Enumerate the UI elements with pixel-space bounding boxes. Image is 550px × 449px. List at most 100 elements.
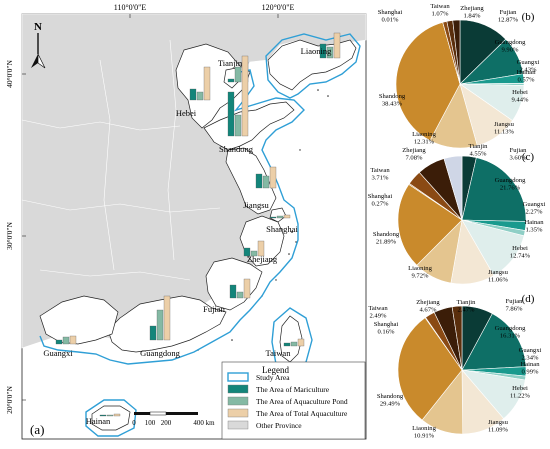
bar-zhejiang-pond [250, 250, 258, 257]
pie-slice-tianjin [451, 305, 463, 371]
pie-chart-3: (d)Fujian 7.86% Guangdong 16.31% Guangxi 2.34… [368, 293, 541, 439]
pie-slice-shandong [397, 183, 463, 266]
bar-hainan-pond [106, 414, 114, 417]
pie-label-guangdong: Guangdong 16.31% [495, 325, 526, 339]
panel-label-a: (a) [30, 422, 44, 437]
province-boundaries [21, 39, 221, 281]
province-label-hebei: Hebei [176, 108, 197, 118]
province-label-tianjin: Tianjin [218, 58, 243, 68]
bars-hebei [189, 66, 211, 101]
province-label-liaoning: Liaoning [301, 46, 332, 56]
bar-fujian-mariculture [229, 284, 237, 299]
province-label-shanghai: Shanghai [266, 224, 298, 234]
map-panel: N 110°0'0"E 120°0'0"E 40°0'0"N 30°0'0"N … [5, 3, 367, 440]
legend-label-total: The Area of Total Aquaculture [256, 409, 348, 418]
pie-slice-shandong [395, 22, 461, 141]
bar-shandong-mariculture [227, 91, 235, 137]
province-label-hainan: Hainan [86, 416, 111, 426]
bar-tianjin-pond [234, 66, 242, 83]
bar-shanghai-mariculture [269, 216, 277, 219]
province-label-guangxi: Guangxi [43, 348, 73, 358]
pie-label-tianjin: Tianjin 2.47% [457, 299, 477, 313]
jiangsu-shape [225, 147, 277, 215]
graticule-ticks [22, 14, 279, 401]
pie-label-fujian: Fujian 3.60% [509, 147, 527, 161]
bar-shanghai-total [283, 214, 291, 219]
bar-guangdong-total [163, 295, 171, 341]
bars-zhejiang [243, 240, 265, 257]
province-label-jiangsu: Jiangsu [243, 200, 269, 210]
north-label: N [34, 21, 42, 33]
pie-label-jiangsu: Jiangsu 11.09% [488, 419, 509, 433]
bar-hebei-total [203, 66, 211, 101]
bar-taiwan-total [297, 338, 305, 347]
pie-label-hainan: Hainan 0.57% [516, 69, 536, 83]
pie-slice-shandong [397, 317, 463, 421]
pie-label-guangxi: Guangxi 2.34% [519, 347, 542, 361]
province-label-taiwan: Taiwan [266, 348, 292, 358]
bar-guangdong-pond [156, 309, 164, 341]
pie-panel-label: (d) [522, 293, 535, 305]
pie-label-fujian: Fujian 7.86% [505, 298, 523, 312]
pie-label-zhejiang: Zhejiang 1.84% [460, 5, 484, 19]
bar-jiangsu-mariculture [255, 173, 263, 189]
graticule-top-2: 120°0'0"E [262, 3, 295, 12]
province-label-shandong: Shandong [219, 144, 254, 154]
province-labels: Liaoning Hebei Tianjin Shandong Jiangsu Shang… [43, 46, 332, 426]
scale-label-400: 400 km [193, 419, 215, 427]
pie-label-guangxi: Guangxi 2.43% [517, 59, 540, 73]
scale-label-0: 0 [132, 419, 136, 427]
scale-bar: 0 100 200 400 km [132, 411, 215, 427]
legend-label-other: Other Province [256, 421, 302, 430]
scale-label-100: 100 [145, 419, 156, 427]
bar-liaoning-total [333, 32, 341, 59]
bar-jiangsu-total [269, 166, 277, 189]
bars-guangdong [149, 295, 171, 341]
pie-label-hainan: Hainan 0.99% [520, 361, 540, 375]
province-label-zhejiang: Zhejiang [247, 254, 278, 264]
graticule-top-1: 110°0'0"E [114, 3, 147, 12]
pie-label-tianjin: Tianjin 4.55% [469, 143, 489, 157]
pie-panel-label: (b) [522, 11, 535, 23]
bar-tianjin-mariculture [227, 78, 235, 83]
north-arrow: N [31, 21, 46, 69]
bar-taiwan-mariculture [283, 342, 291, 347]
pie-label-hebei: Hebei 9.44% [511, 89, 529, 103]
legend-label-study: Study Area [256, 373, 290, 382]
pie-label-hebei: Hebei 12.74% [510, 245, 531, 259]
bars-jiangsu [255, 166, 277, 189]
bar-hebei-pond [196, 91, 204, 101]
pie-label-zhejiang: Zhejiang 7.08% [402, 147, 426, 161]
bar-fujian-pond [236, 291, 244, 299]
pie-label-zhejiang: Zhejiang 4.67% [416, 299, 440, 313]
pie-label-jiangsu: Jiangsu 11.13% [494, 121, 515, 135]
pie-label-jiangsu: Jiangsu 11.06% [488, 269, 509, 283]
legend-swatch-study [227, 372, 249, 382]
pie-slice-guangdong [461, 157, 527, 222]
pie-label-liaoning: Liaoning 9.72% [408, 265, 433, 279]
bar-guangxi-pond [62, 336, 70, 345]
hainan-shape [91, 405, 131, 431]
province-label-fujian: Fujian [203, 304, 225, 314]
bars-taiwan [283, 338, 305, 347]
bar-liaoning-pond [326, 46, 334, 59]
pie-label-liaoning: Liaoning 10.91% [412, 425, 437, 439]
legend-label-mariculture: The Area of Mariculture [256, 385, 330, 394]
bar-shanghai-pond [276, 215, 284, 219]
bar-hebei-mariculture [189, 88, 197, 101]
bars-guangxi [55, 335, 77, 345]
legend-swatch-pond [227, 396, 249, 406]
bar-shandong-total [241, 55, 249, 137]
pie-label-taiwan: Taiwan 1.07% [430, 3, 450, 17]
bar-guangxi-total [69, 335, 77, 345]
legend-swatch-other [227, 420, 249, 430]
coastal-provinces [39, 39, 357, 431]
bars-shanghai [269, 214, 291, 219]
bars-liaoning [319, 32, 341, 59]
bar-fujian-total [243, 278, 251, 299]
legend-items: Study Area The Area of Mariculture The Are… [227, 372, 348, 430]
pie-label-shanghai: Shanghai 0.27% [368, 193, 393, 207]
province-label-guangdong: Guangdong [140, 348, 180, 358]
pie-label-shandong: Shandong 38.43% [379, 93, 406, 107]
bar-liaoning-mariculture [319, 43, 327, 59]
